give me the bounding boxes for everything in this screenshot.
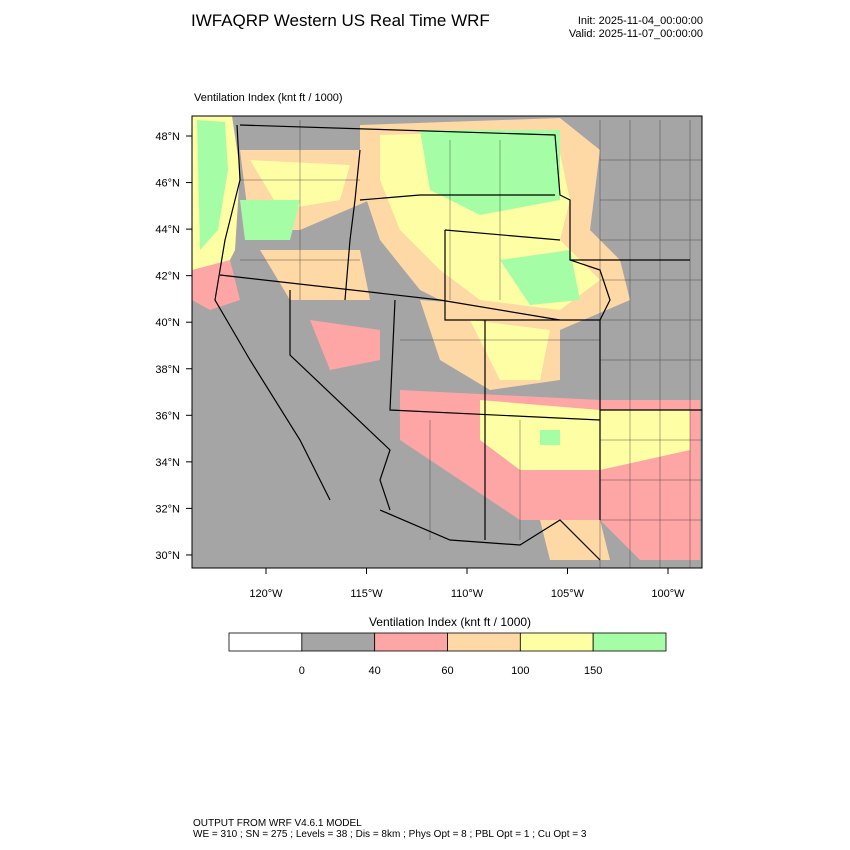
colorbar-box bbox=[301, 632, 376, 652]
field-region bbox=[500, 250, 580, 305]
field-region bbox=[420, 130, 560, 215]
lat-label: 38°N bbox=[155, 364, 180, 376]
colorbar-label: 0 bbox=[299, 665, 305, 677]
lat-label: 48°N bbox=[155, 131, 180, 143]
lon-label: 115°W bbox=[350, 588, 383, 600]
lat-label: 44°N bbox=[155, 224, 180, 236]
map-label: Ventilation Index (knt ft / 1000) bbox=[194, 92, 343, 104]
field-region bbox=[260, 250, 370, 300]
field-region bbox=[240, 200, 300, 240]
lon-label: 110°W bbox=[451, 588, 484, 600]
lon-label: 120°W bbox=[249, 588, 283, 600]
lat-label: 42°N bbox=[155, 271, 180, 283]
field-region bbox=[540, 520, 610, 560]
colorbar-box bbox=[374, 632, 448, 652]
lat-label: 46°N bbox=[155, 178, 180, 190]
init-time: Init: 2025-11-04_00:00:00 bbox=[578, 15, 703, 27]
colorbar-box bbox=[228, 632, 303, 652]
field-region bbox=[470, 320, 550, 380]
colorbar-label: 100 bbox=[511, 665, 529, 677]
colorbar: 0 40 60 100 150 bbox=[228, 632, 667, 677]
map-axes: 48°N 46°N 44°N 42°N 40°N 38°N 36°N 34°N 32°N 30°N… bbox=[155, 131, 685, 600]
valid-time: Valid: 2025-11-07_00:00:00 bbox=[569, 28, 703, 40]
lon-label: 105°W bbox=[551, 588, 585, 600]
lon-label: 100°W bbox=[651, 588, 685, 600]
field-region bbox=[192, 260, 240, 310]
field-region bbox=[480, 400, 690, 470]
footer-line: OUTPUT FROM WRF V4.6.1 MODEL bbox=[193, 818, 362, 829]
field-region bbox=[310, 320, 380, 370]
map-frame bbox=[191, 115, 703, 569]
colorbar-box bbox=[447, 632, 521, 652]
colorbar-title: Ventilation Index (knt ft / 1000) bbox=[369, 615, 531, 629]
colorbar-label: 40 bbox=[369, 665, 381, 677]
map bbox=[192, 116, 702, 568]
title: IWFAQRP Western US Real Time WRF bbox=[191, 11, 490, 30]
state-borders bbox=[214, 124, 702, 561]
colorbar-box bbox=[519, 632, 594, 652]
colorbar-box bbox=[592, 632, 667, 652]
lat-label: 30°N bbox=[155, 550, 180, 562]
lat-label: 34°N bbox=[155, 457, 180, 469]
county-lines bbox=[240, 120, 702, 568]
field-region bbox=[540, 430, 560, 445]
colorbar-label: 60 bbox=[441, 665, 453, 677]
field-region bbox=[197, 120, 228, 250]
lat-label: 32°N bbox=[155, 503, 180, 515]
colorbar-label: 150 bbox=[584, 665, 602, 677]
lat-label: 40°N bbox=[155, 317, 180, 329]
lat-label: 36°N bbox=[155, 410, 180, 422]
footer-line: WE = 310 ; SN = 275 ; Levels = 38 ; Dis … bbox=[193, 829, 587, 840]
